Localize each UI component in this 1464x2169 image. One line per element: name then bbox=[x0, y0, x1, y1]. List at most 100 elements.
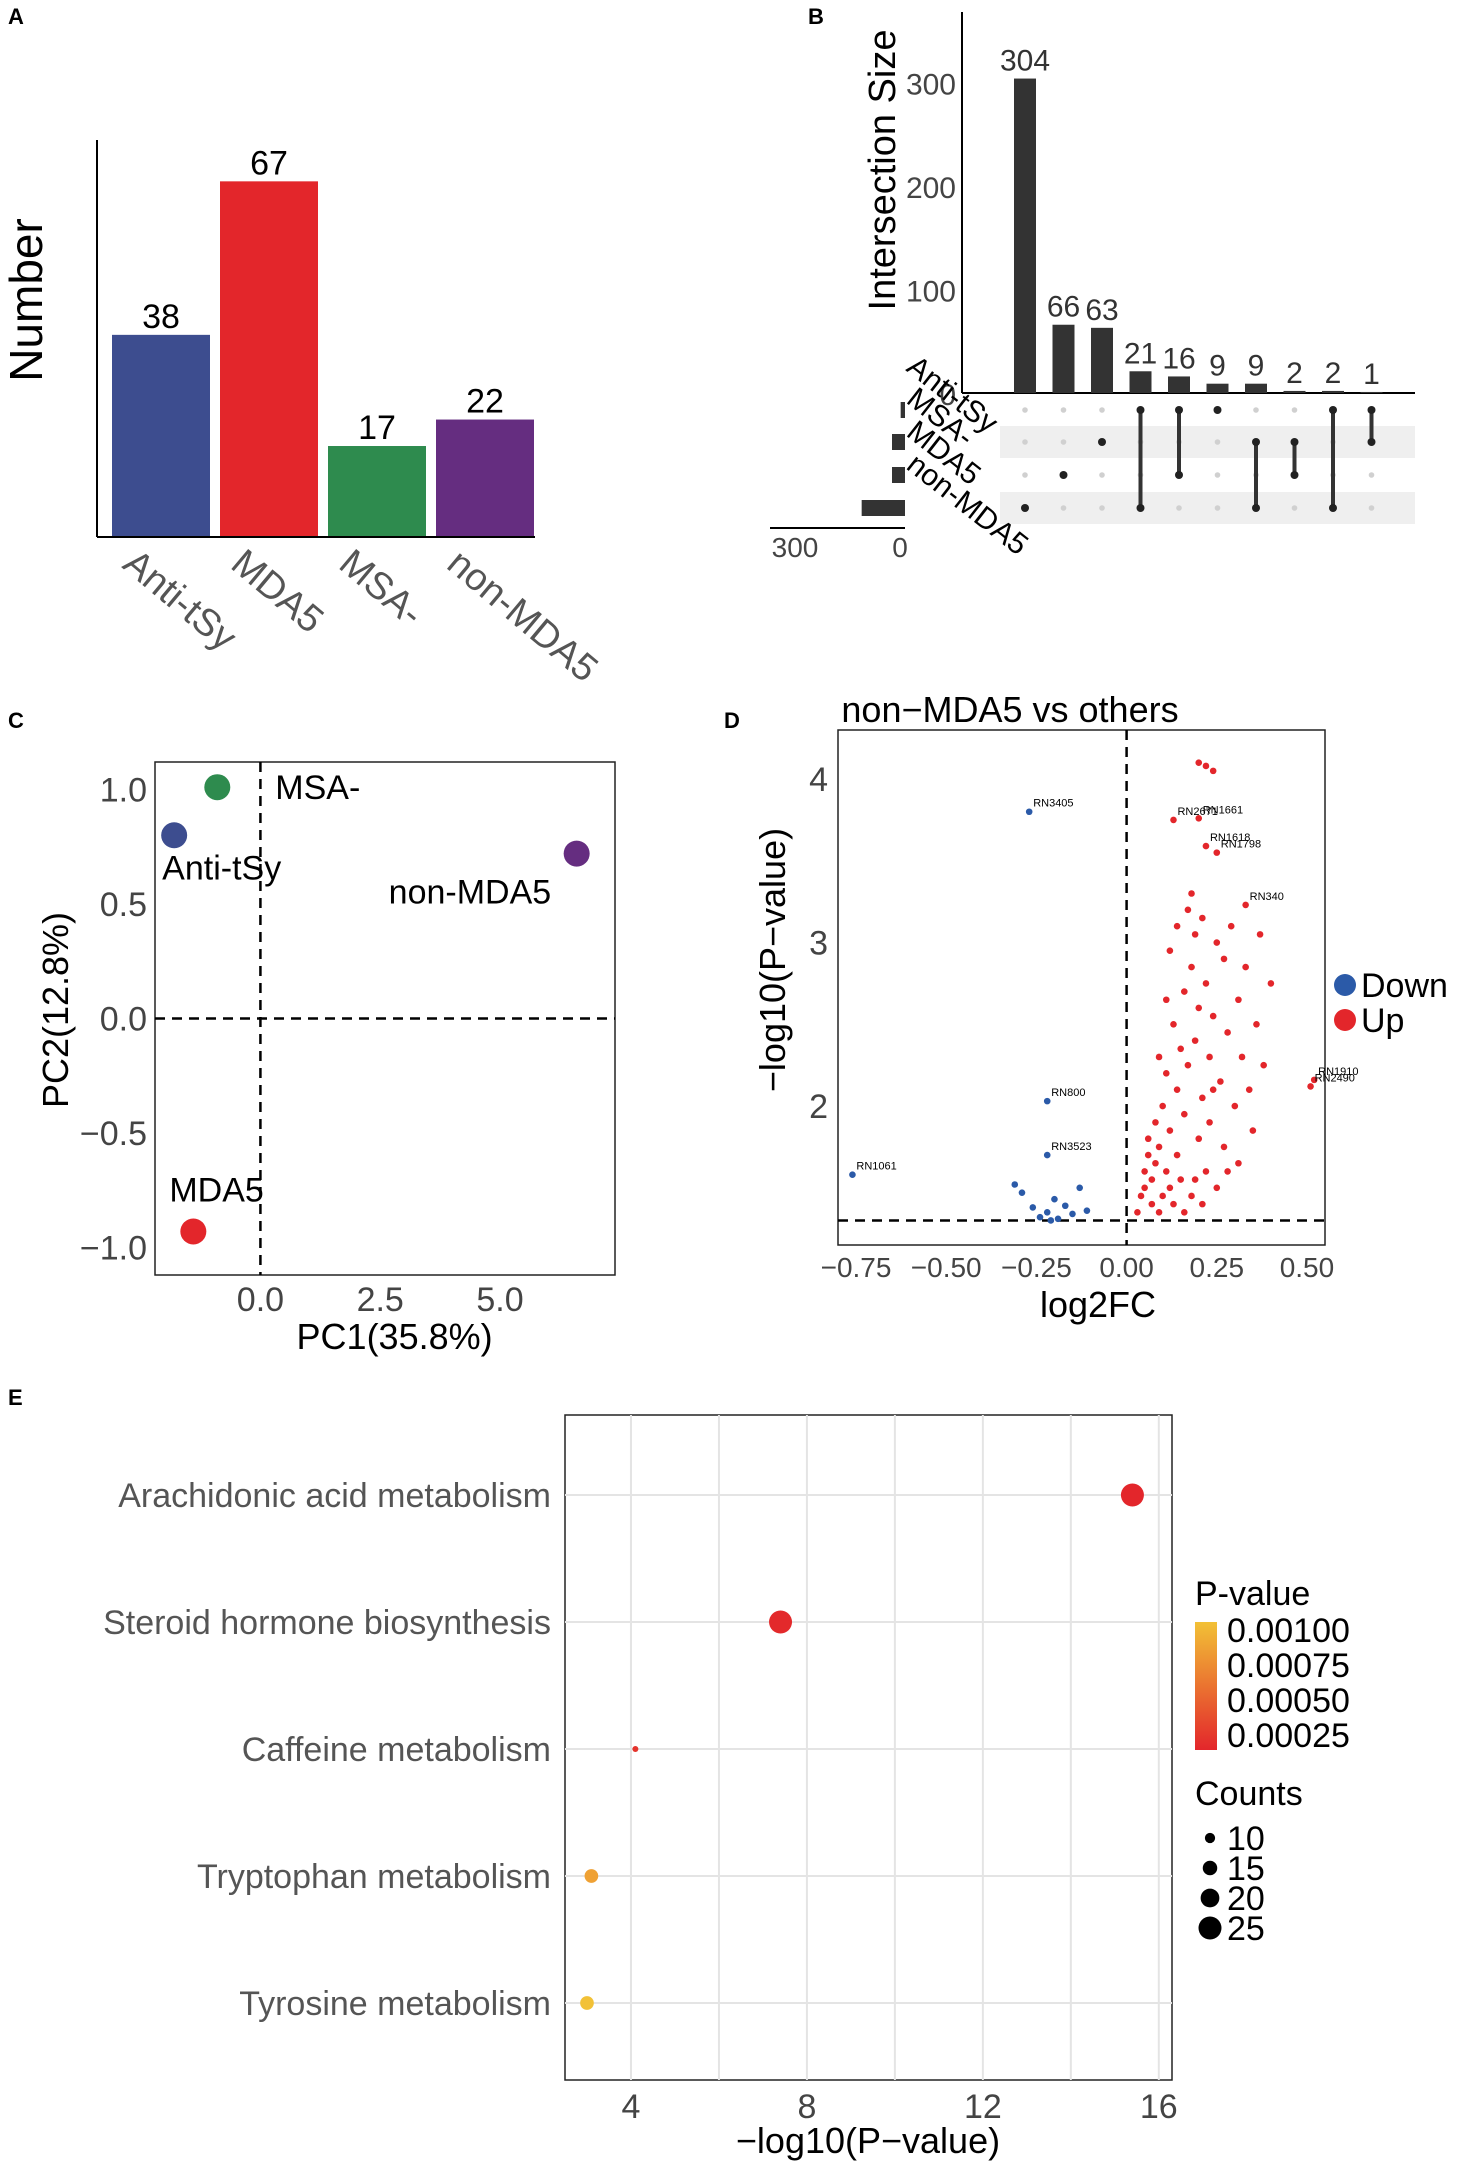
size-legend-key bbox=[1204, 1832, 1216, 1844]
plot-frame bbox=[837, 729, 1326, 1246]
volcano-point-labeled bbox=[849, 1171, 856, 1178]
volcano-point-up bbox=[1141, 1184, 1148, 1192]
intersection-value-label: 1 bbox=[1363, 358, 1380, 391]
volcano-point-up bbox=[1141, 1168, 1148, 1175]
x-tick-label: 0.0 bbox=[237, 1281, 284, 1319]
volcano-point-down bbox=[1043, 1209, 1051, 1216]
matrix-dot-filled bbox=[1290, 471, 1299, 479]
intersection-value-label: 63 bbox=[1085, 294, 1118, 327]
volcano-point-up bbox=[1209, 1086, 1217, 1093]
category-label: Tryptophan metabolism bbox=[197, 1858, 551, 1896]
volcano-point-up bbox=[1195, 1004, 1203, 1012]
set-size-tick: 300 bbox=[772, 532, 819, 563]
matrix-dot-filled bbox=[1175, 406, 1183, 414]
x-axis-label: log2FC bbox=[1040, 1284, 1156, 1325]
intersection-value-label: 21 bbox=[1124, 337, 1157, 370]
volcano-point-up bbox=[1206, 1053, 1213, 1061]
gene-label: RN2671 bbox=[1177, 806, 1217, 818]
intersection-bar bbox=[1206, 383, 1229, 393]
size-legend-key bbox=[1200, 1888, 1220, 1908]
gene-label: RN1798 bbox=[1221, 839, 1261, 851]
volcano-point-up bbox=[1177, 1176, 1185, 1183]
matrix-dot-empty bbox=[1368, 505, 1375, 511]
volcano-point-up bbox=[1260, 1061, 1267, 1069]
volcano-point-up bbox=[1238, 1053, 1246, 1061]
x-axis-label: PC1(35.8%) bbox=[297, 1316, 493, 1357]
gene-label: RN3405 bbox=[1033, 798, 1073, 810]
volcano-point-up bbox=[1162, 1168, 1170, 1175]
matrix-dot-filled bbox=[1252, 438, 1260, 446]
y-tick-label: 3 bbox=[809, 925, 828, 963]
volcano-point-up bbox=[1152, 1159, 1159, 1167]
volcano-point-up bbox=[1235, 1159, 1242, 1167]
enrichment-point bbox=[580, 1996, 594, 2010]
x-tick-label: 0.50 bbox=[1280, 1252, 1335, 1283]
volcano-point-up bbox=[1188, 890, 1195, 897]
plot-title: non−MDA5 vs others bbox=[841, 689, 1178, 730]
intersection-bar bbox=[1360, 391, 1383, 393]
legend-key-up bbox=[1334, 1009, 1356, 1031]
x-tick-label: −0.50 bbox=[911, 1252, 982, 1283]
panel-label-c: C bbox=[8, 708, 24, 733]
volcano-point-up bbox=[1144, 1151, 1152, 1159]
gene-label: RN2490 bbox=[1315, 1072, 1355, 1084]
y-tick-label: −0.5 bbox=[80, 1115, 147, 1153]
set-size-bar bbox=[892, 467, 905, 483]
bar-value-label: 67 bbox=[250, 144, 288, 182]
gene-label: RN340 bbox=[1250, 891, 1284, 903]
x-tick-label: 5.0 bbox=[476, 1281, 523, 1319]
point-label: Anti-tSy bbox=[162, 849, 281, 887]
matrix-dot-filled bbox=[1098, 438, 1106, 446]
bar-antitsy bbox=[112, 334, 210, 536]
pca-point bbox=[563, 840, 590, 867]
x-tick-label: MSA- bbox=[331, 542, 431, 635]
x-tick-label: −0.25 bbox=[1001, 1252, 1072, 1283]
matrix-dot-empty bbox=[1214, 505, 1221, 511]
matrix-dot-empty bbox=[1022, 472, 1028, 478]
matrix-dot-empty bbox=[1060, 505, 1067, 511]
volcano-point-up bbox=[1181, 1209, 1188, 1216]
bar-value-label: 38 bbox=[142, 298, 180, 336]
size-legend-tick: 25 bbox=[1227, 1910, 1265, 1948]
panel-label-a: A bbox=[8, 4, 24, 29]
intersection-bar bbox=[1129, 371, 1152, 393]
color-legend-tick: 0.00025 bbox=[1227, 1717, 1350, 1755]
bar-mda bbox=[220, 181, 318, 536]
volcano-point-up bbox=[1227, 922, 1235, 930]
panel-label-e: E bbox=[8, 1385, 23, 1410]
volcano-point-up bbox=[1170, 1200, 1177, 1208]
volcano-point-up bbox=[1191, 931, 1199, 938]
x-tick-label: 12 bbox=[964, 2088, 1002, 2126]
set-size-bar bbox=[892, 434, 905, 450]
y-axis-label: PC2(12.8%) bbox=[35, 912, 76, 1108]
volcano-point-up bbox=[1148, 1176, 1156, 1183]
y-tick-label: −1.0 bbox=[80, 1230, 147, 1268]
volcano-point-down bbox=[1018, 1189, 1026, 1196]
volcano-point-up bbox=[1166, 1184, 1174, 1192]
volcano-point-labeled bbox=[1310, 1076, 1318, 1084]
intersection-bar bbox=[1283, 390, 1306, 393]
plot-frame bbox=[564, 1414, 1173, 2081]
volcano-point-labeled bbox=[1242, 901, 1249, 909]
matrix-dot-empty bbox=[1253, 407, 1259, 413]
volcano-point-up bbox=[1166, 947, 1174, 955]
pca-point bbox=[161, 822, 188, 849]
volcano-point-down bbox=[1069, 1210, 1076, 1218]
matrix-row-shade bbox=[1000, 426, 1415, 458]
intersection-bar bbox=[1322, 390, 1344, 393]
color-legend-tick: 0.00100 bbox=[1227, 1612, 1350, 1650]
volcano-point-up bbox=[1170, 1020, 1177, 1028]
x-tick-label: 0.00 bbox=[1099, 1252, 1154, 1283]
matrix-dot-filled bbox=[1136, 406, 1145, 414]
matrix-dot-empty bbox=[1214, 439, 1221, 445]
matrix-dot-filled bbox=[1175, 471, 1183, 479]
intersection-bar bbox=[1245, 383, 1267, 393]
volcano-point-up bbox=[1134, 1209, 1141, 1216]
category-label: Caffeine metabolism bbox=[242, 1731, 551, 1769]
volcano-point-down bbox=[1083, 1207, 1091, 1214]
volcano-point-up bbox=[1195, 1135, 1203, 1143]
volcano-point-down bbox=[1047, 1217, 1055, 1224]
size-legend-tick: 20 bbox=[1227, 1880, 1265, 1918]
